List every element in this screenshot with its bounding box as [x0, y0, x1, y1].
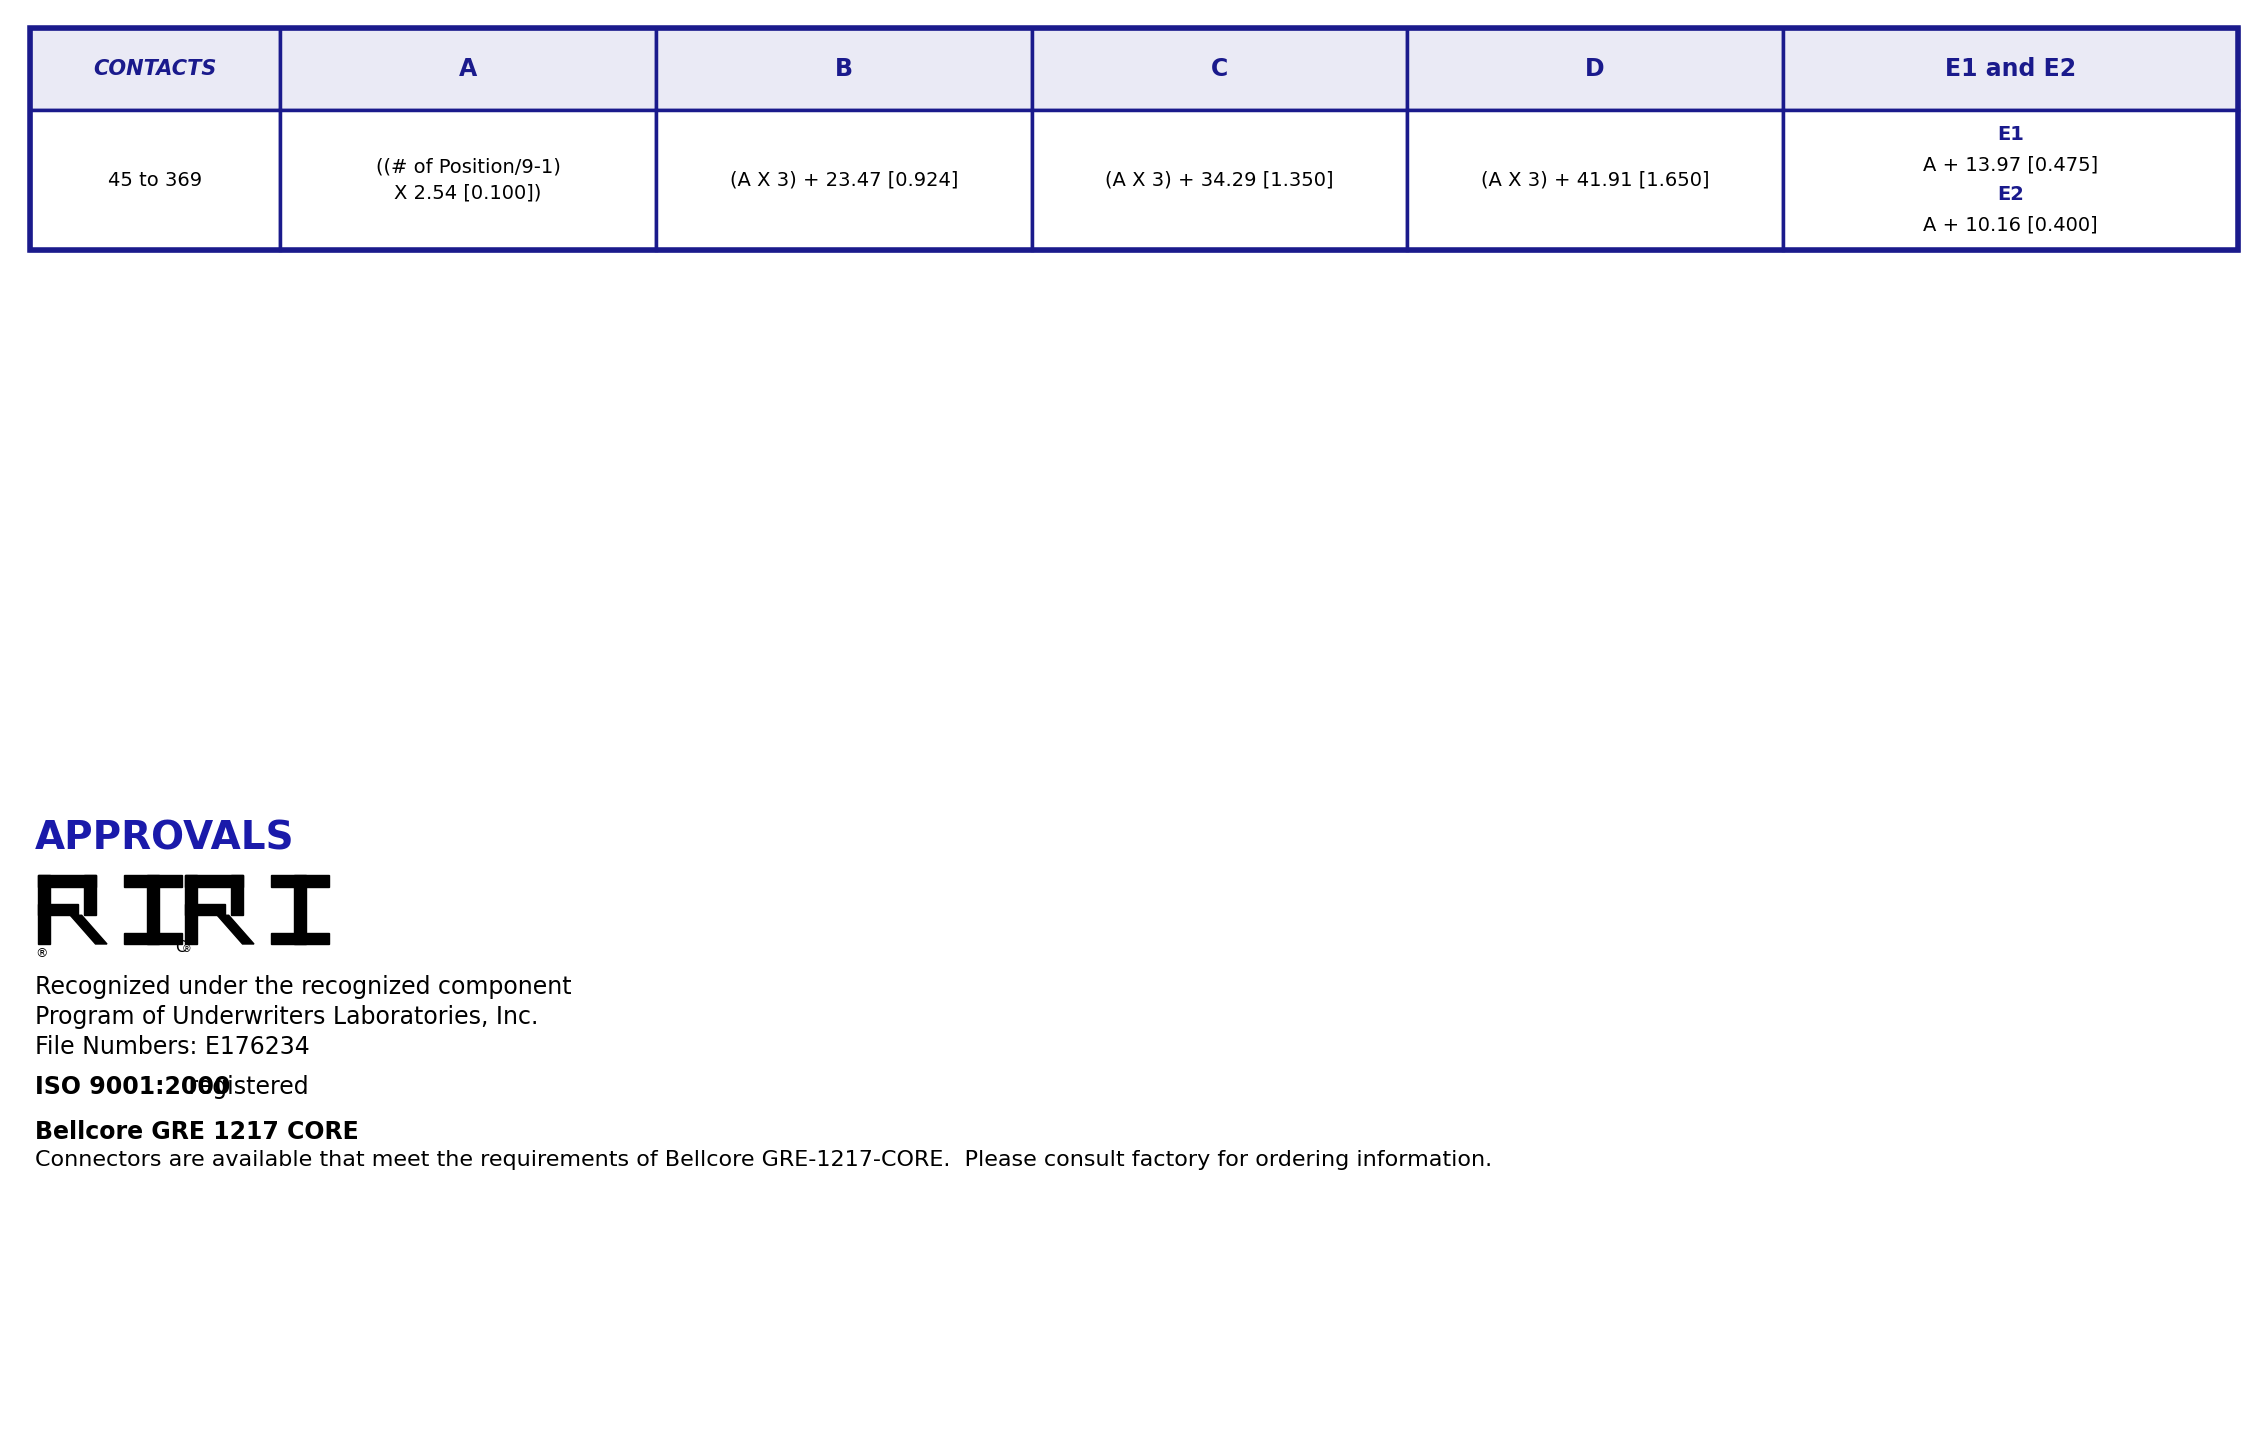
- Text: 45 to 369: 45 to 369: [109, 170, 202, 190]
- Bar: [1406, 110, 1783, 249]
- Text: Bellcore GRE 1217 CORE: Bellcore GRE 1217 CORE: [34, 1120, 358, 1144]
- Text: Program of Underwriters Laboratories, Inc.: Program of Underwriters Laboratories, In…: [34, 1004, 538, 1029]
- Bar: [231, 875, 243, 915]
- Bar: [1032, 27, 1406, 110]
- Bar: [39, 904, 79, 915]
- Bar: [39, 875, 95, 886]
- Text: E1 and E2: E1 and E2: [1944, 58, 2075, 81]
- Bar: [186, 875, 197, 944]
- Bar: [125, 932, 181, 944]
- Bar: [39, 875, 50, 944]
- Bar: [281, 110, 655, 249]
- Bar: [29, 27, 281, 110]
- Text: D: D: [1585, 58, 1606, 81]
- Bar: [1032, 110, 1406, 249]
- Bar: [29, 27, 2239, 249]
- Polygon shape: [70, 915, 107, 944]
- Text: CONTACTS: CONTACTS: [93, 59, 218, 79]
- Text: ®: ®: [34, 947, 48, 960]
- Polygon shape: [218, 915, 254, 944]
- Bar: [1783, 110, 2239, 249]
- Text: E2: E2: [1996, 186, 2023, 205]
- Text: C: C: [1211, 58, 1227, 81]
- Bar: [295, 875, 306, 944]
- Bar: [281, 27, 655, 110]
- Text: ISO 9001:2000: ISO 9001:2000: [34, 1075, 231, 1099]
- Text: E1: E1: [1996, 125, 2023, 144]
- Text: (A X 3) + 41.91 [1.650]: (A X 3) + 41.91 [1.650]: [1481, 170, 1710, 190]
- Text: C: C: [175, 940, 186, 955]
- Text: ((# of Position/9-1)
X 2.54 [0.100]): ((# of Position/9-1) X 2.54 [0.100]): [376, 157, 560, 203]
- Text: APPROVALS: APPROVALS: [34, 820, 295, 857]
- Bar: [29, 110, 281, 249]
- Bar: [272, 875, 329, 886]
- Bar: [147, 875, 159, 944]
- Bar: [186, 904, 225, 915]
- Text: A + 13.97 [0.475]: A + 13.97 [0.475]: [1923, 156, 2098, 174]
- Bar: [1783, 27, 2239, 110]
- Text: B: B: [835, 58, 853, 81]
- Text: (A X 3) + 34.29 [1.350]: (A X 3) + 34.29 [1.350]: [1105, 170, 1334, 190]
- Text: Connectors are available that meet the requirements of Bellcore GRE-1217-CORE.  : Connectors are available that meet the r…: [34, 1150, 1492, 1170]
- Bar: [186, 875, 243, 886]
- Text: A: A: [458, 58, 476, 81]
- Text: (A X 3) + 23.47 [0.924]: (A X 3) + 23.47 [0.924]: [730, 170, 957, 190]
- Text: A + 10.16 [0.400]: A + 10.16 [0.400]: [1923, 216, 2098, 235]
- Text: Recognized under the recognized component: Recognized under the recognized componen…: [34, 976, 572, 999]
- Bar: [125, 875, 181, 886]
- Bar: [272, 932, 329, 944]
- Bar: [1406, 27, 1783, 110]
- Bar: [655, 110, 1032, 249]
- Text: File Numbers: E176234: File Numbers: E176234: [34, 1035, 311, 1059]
- Bar: [655, 27, 1032, 110]
- Bar: [84, 875, 95, 915]
- Text: ®: ®: [181, 944, 193, 954]
- Text: registered: registered: [181, 1075, 308, 1099]
